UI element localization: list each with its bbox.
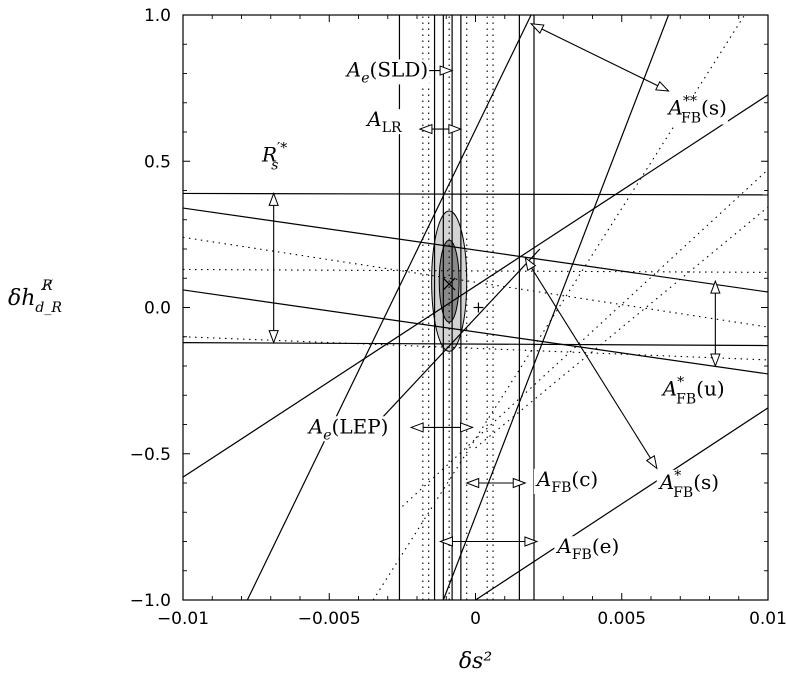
constraint-line-solid [475, 407, 768, 600]
y-tick-label: 0.0 [144, 299, 171, 319]
y-axis-label: δhd_RR̸ [8, 278, 62, 316]
annotation-label-bg [305, 416, 390, 442]
plot-area [183, 15, 768, 600]
annotation-6: A* FB(s) [524, 256, 721, 501]
constraint-line-solid [183, 192, 768, 196]
annotation-label-bg [343, 59, 430, 85]
annotation-label: Ae(SLD) [345, 57, 428, 86]
annotation-4: A* FB(u) [659, 279, 726, 407]
constraint-line-dotted [183, 336, 768, 361]
constraint-line-solid [183, 289, 768, 375]
reference-marker [473, 302, 484, 313]
constraint-line-dotted [183, 236, 768, 328]
constraint-line-solid [183, 342, 768, 347]
x-tick-label: 0.01 [749, 609, 787, 629]
x-tick-label: 0 [470, 609, 481, 629]
best-fit-marker [442, 277, 456, 291]
annotation-label: A* FB(s) [658, 468, 719, 501]
annotation-arrow [524, 257, 658, 469]
annotations: Ae(SLD) ALR R′* s A** FB(s) A* FB(u) Ae(LEP) A* FB… [259, 23, 728, 563]
annotation-5: Ae(LEP) [305, 414, 474, 443]
x-tick-label: 0.005 [597, 609, 646, 629]
annotation-7: AFB(c) [465, 467, 600, 496]
constraint-line-dotted [402, 168, 768, 507]
annotation-label-bg [665, 95, 728, 125]
annotation-arrow [530, 23, 669, 92]
annotation-label-bg [364, 109, 404, 135]
annotation-0: Ae(SLD) [343, 57, 454, 86]
annotation-label: A* FB(u) [661, 374, 725, 407]
constraint-line-solid [183, 94, 768, 478]
x-tick-label: −0.01 [157, 609, 209, 629]
y-tick-label: 1.0 [144, 6, 171, 26]
annotation-label-bg [259, 142, 289, 172]
x-tick-label: −0.005 [298, 609, 361, 629]
constraint-line-solid [246, 15, 532, 600]
annotation-label: A** FB(s) [667, 93, 727, 126]
annotation-label-bg [656, 469, 721, 499]
y-tick-label: −0.5 [130, 445, 171, 465]
y-tick-label: −1.0 [130, 591, 171, 611]
y-tick-label: 0.5 [144, 152, 171, 172]
annotation-label: Ae(LEP) [307, 414, 389, 443]
annotation-2: R′* s [259, 140, 289, 345]
annotation-3: A** FB(s) [529, 23, 728, 126]
annotation-8: AFB(e) [438, 534, 621, 563]
axis-ticks: −0.01 −0.005 0 0.005 0.01 −1.0 −0.5 0.0 0.5 1.0 [130, 6, 787, 629]
x-axis-label: δs² [459, 649, 492, 674]
annotation-label-bg [554, 536, 621, 562]
annotation-label: R′* s [261, 140, 287, 173]
constraint-line-solid [183, 207, 768, 293]
annotation-label: AFB(c) [535, 467, 598, 496]
annotation-label-bg [533, 468, 600, 494]
annotation-label-bg [659, 376, 726, 406]
annotation-label: ALR [365, 107, 402, 136]
annotation-label: AFB(e) [555, 534, 619, 563]
annotation-1: ALR [364, 107, 463, 136]
constraint-line-dotted [183, 268, 768, 273]
constraint-line-dotted [475, 206, 768, 449]
constraint-line-solid [372, 248, 541, 428]
